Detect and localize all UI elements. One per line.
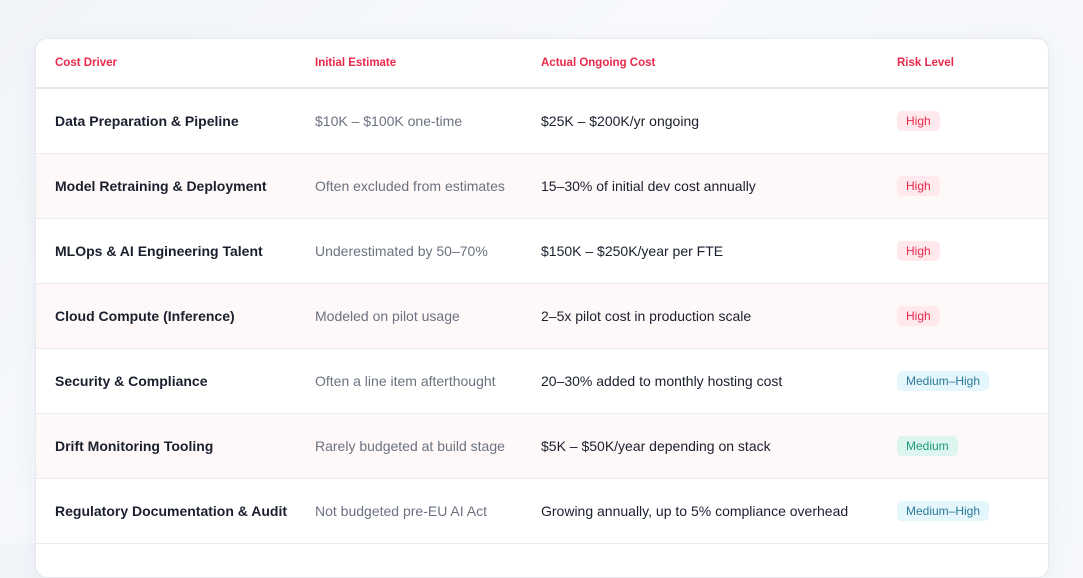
risk-level-cell: High: [897, 153, 1048, 219]
risk-level-cell: Medium–High: [897, 348, 1048, 414]
cost-drivers-table: Cost Driver Initial Estimate Actual Ongo…: [36, 39, 1048, 544]
cost-driver-cell: MLOps & AI Engineering Talent: [36, 218, 315, 284]
cost-drivers-table-card: Cost Driver Initial Estimate Actual Ongo…: [35, 38, 1049, 578]
table-row: Data Preparation & Pipeline $10K – $100K…: [36, 88, 1048, 154]
risk-level-cell: Medium–High: [897, 478, 1048, 544]
risk-level-cell: High: [897, 218, 1048, 284]
initial-estimate-cell: Rarely budgeted at build stage: [315, 413, 541, 479]
actual-cost-cell: $5K – $50K/year depending on stack: [541, 413, 897, 479]
table-row: Cloud Compute (Inference) Modeled on pil…: [36, 283, 1048, 349]
actual-cost-cell: $150K – $250K/year per FTE: [541, 218, 897, 284]
initial-estimate-cell: Modeled on pilot usage: [315, 283, 541, 349]
table-row: Drift Monitoring Tooling Rarely budgeted…: [36, 413, 1048, 479]
column-header-actual-ongoing-cost: Actual Ongoing Cost: [541, 39, 897, 89]
risk-badge: Medium–High: [897, 370, 990, 391]
risk-level-cell: High: [897, 88, 1048, 154]
cost-driver-cell: Security & Compliance: [36, 348, 315, 414]
initial-estimate-cell: $10K – $100K one-time: [315, 88, 541, 154]
initial-estimate-cell: Not budgeted pre-EU AI Act: [315, 478, 541, 544]
risk-badge: High: [897, 305, 940, 326]
cost-driver-cell: Model Retraining & Deployment: [36, 153, 315, 219]
actual-cost-cell: Growing annually, up to 5% compliance ov…: [541, 478, 897, 544]
cost-driver-cell: Drift Monitoring Tooling: [36, 413, 315, 479]
actual-cost-cell: $25K – $200K/yr ongoing: [541, 88, 897, 154]
table-header-row: Cost Driver Initial Estimate Actual Ongo…: [36, 39, 1048, 89]
table-row: Regulatory Documentation & Audit Not bud…: [36, 478, 1048, 544]
initial-estimate-cell: Often a line item afterthought: [315, 348, 541, 414]
column-header-initial-estimate: Initial Estimate: [315, 39, 541, 89]
table-row: MLOps & AI Engineering Talent Underestim…: [36, 218, 1048, 284]
risk-badge: High: [897, 240, 940, 261]
initial-estimate-cell: Often excluded from estimates: [315, 153, 541, 219]
actual-cost-cell: 2–5x pilot cost in production scale: [541, 283, 897, 349]
risk-level-cell: Medium: [897, 413, 1048, 479]
initial-estimate-cell: Underestimated by 50–70%: [315, 218, 541, 284]
table-row: Model Retraining & Deployment Often excl…: [36, 153, 1048, 219]
table-row: Security & Compliance Often a line item …: [36, 348, 1048, 414]
actual-cost-cell: 15–30% of initial dev cost annually: [541, 153, 897, 219]
column-header-cost-driver: Cost Driver: [36, 39, 315, 89]
risk-level-cell: High: [897, 283, 1048, 349]
cost-driver-cell: Cloud Compute (Inference): [36, 283, 315, 349]
cost-driver-cell: Regulatory Documentation & Audit: [36, 478, 315, 544]
actual-cost-cell: 20–30% added to monthly hosting cost: [541, 348, 897, 414]
risk-badge: High: [897, 175, 940, 196]
column-header-risk-level: Risk Level: [897, 39, 1048, 89]
risk-badge: Medium: [897, 435, 958, 456]
risk-badge: High: [897, 110, 940, 131]
risk-badge: Medium–High: [897, 500, 990, 521]
cost-driver-cell: Data Preparation & Pipeline: [36, 88, 315, 154]
